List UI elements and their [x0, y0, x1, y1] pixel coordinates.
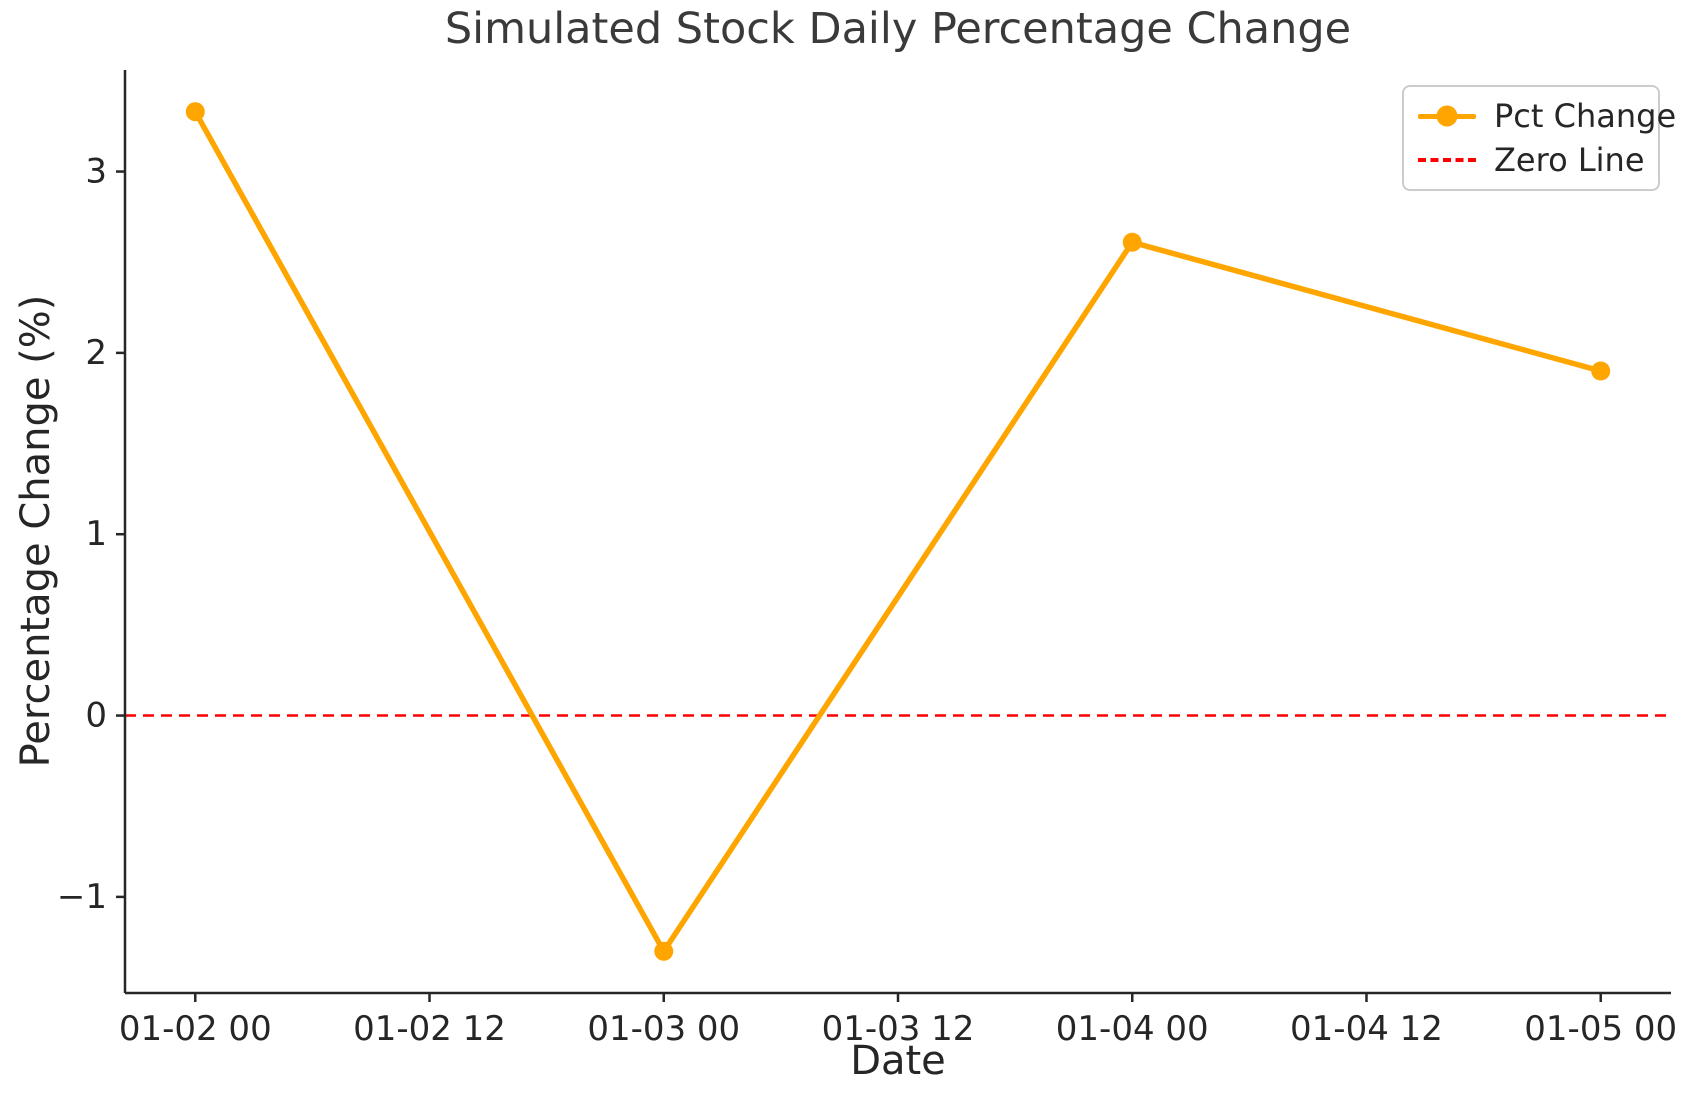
x-tick-label: 01-04 00: [1056, 1009, 1209, 1049]
data-point-marker: [1591, 361, 1611, 381]
legend-item-zero-line: Zero Line: [1418, 140, 1645, 180]
y-tick-label: 1: [85, 514, 107, 554]
y-tick-label: 3: [85, 152, 107, 192]
data-point-marker: [185, 102, 205, 122]
data-point-marker: [1122, 232, 1142, 252]
y-tick-label: 2: [85, 333, 107, 373]
x-axis-label: Date: [850, 1038, 946, 1084]
pct-change-line: [192, 108, 1604, 955]
data-point-marker: [654, 941, 674, 961]
legend-item-label: Zero Line: [1494, 141, 1645, 179]
x-tick-label: 01-03 12: [822, 1009, 975, 1049]
legend-pct-change-marker-icon: [1436, 105, 1458, 127]
legend-zero-line-dash-icon: [1418, 158, 1476, 162]
y-tick-label: −1: [57, 877, 107, 917]
legend: Pct Change Zero Line: [1402, 85, 1676, 191]
x-tick-label: 01-04 12: [1290, 1009, 1443, 1049]
x-tick-label: 01-03 00: [587, 1009, 740, 1049]
chart-title: Simulated Stock Daily Percentage Change: [444, 4, 1352, 54]
y-tick-label: 0: [85, 696, 107, 736]
legend-item-label: Pct Change: [1494, 97, 1677, 135]
x-tick-label: 01-02 12: [353, 1009, 506, 1049]
x-tick-label: 01-05 00: [1524, 1009, 1677, 1049]
y-axis-label: Percentage Change (%): [13, 294, 59, 768]
x-tick-label: 01-02 00: [119, 1009, 272, 1049]
legend-item-pct-change: Pct Change: [1418, 96, 1676, 136]
legend-pct-change-line-icon: [1418, 105, 1476, 127]
